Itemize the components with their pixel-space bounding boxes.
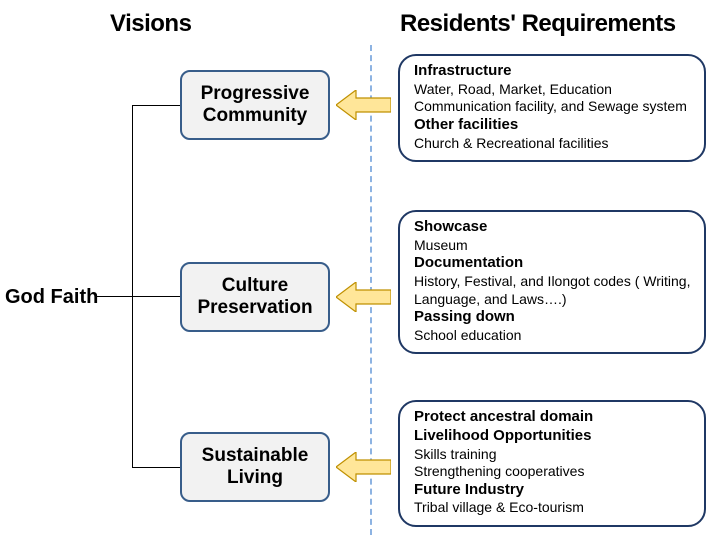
- req-heading: Documentation: [414, 254, 692, 273]
- req-text: Museum: [414, 237, 692, 255]
- req-text: Communication facility, and Sewage syste…: [414, 98, 692, 116]
- req-heading: Passing down: [414, 308, 692, 327]
- req-heading: Livelihood Opportunities: [414, 427, 692, 446]
- req-heading: Other facilities: [414, 116, 692, 135]
- vision-box-2: Sustainable Living: [180, 432, 330, 502]
- req-text: Tribal village & Eco-tourism: [414, 499, 692, 517]
- requirement-box-2: Protect ancestral domainLivelihood Oppor…: [398, 400, 706, 527]
- req-text: History, Festival, and Ilongot codes ( W…: [414, 273, 692, 308]
- god-faith-label: God Faith: [5, 286, 98, 309]
- arrow-1: [336, 282, 391, 312]
- req-heading: Infrastructure: [414, 62, 692, 81]
- req-heading: Protect ancestral domain: [414, 408, 692, 427]
- arrow-2: [336, 452, 391, 482]
- req-text: School education: [414, 327, 692, 345]
- req-heading: Showcase: [414, 218, 692, 237]
- req-text: Water, Road, Market, Education: [414, 81, 692, 99]
- vision-box-1: Culture Preservation: [180, 262, 330, 332]
- requirement-box-1: ShowcaseMuseumDocumentationHistory, Fest…: [398, 210, 706, 354]
- header-requirements: Residents' Requirements: [400, 10, 676, 38]
- header-visions: Visions: [110, 10, 191, 38]
- req-text: Church & Recreational facilities: [414, 135, 692, 153]
- req-text: Strengthening cooperatives: [414, 463, 692, 481]
- req-text: Skills training: [414, 446, 692, 464]
- requirement-box-0: Infrastructure Water, Road, Market, Educ…: [398, 54, 706, 162]
- arrow-0: [336, 90, 391, 120]
- vision-box-0: Progressive Community: [180, 70, 330, 140]
- req-heading: Future Industry: [414, 481, 692, 500]
